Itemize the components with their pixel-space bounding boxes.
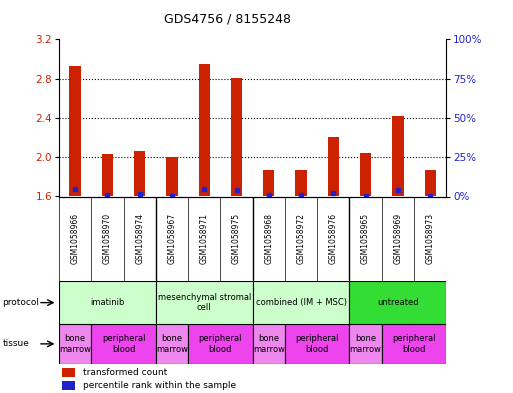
Text: peripheral
blood: peripheral blood [295, 334, 339, 354]
Text: GSM1058972: GSM1058972 [297, 213, 306, 264]
Text: GSM1058973: GSM1058973 [426, 213, 435, 264]
Bar [231, 77, 242, 196]
Bar [59, 281, 156, 324]
Bar [62, 368, 75, 377]
Text: peripheral
blood: peripheral blood [199, 334, 242, 354]
Text: transformed count: transformed count [84, 368, 168, 377]
Text: GSM1058971: GSM1058971 [200, 213, 209, 264]
Text: imatinib: imatinib [90, 298, 125, 307]
Text: bone
marrow: bone marrow [156, 334, 188, 354]
Bar [156, 324, 188, 364]
Bar [349, 281, 446, 324]
Bar [263, 170, 274, 196]
Bar [252, 324, 285, 364]
Text: percentile rank within the sample: percentile rank within the sample [84, 381, 236, 390]
Text: peripheral
blood: peripheral blood [102, 334, 145, 354]
Text: GSM1058967: GSM1058967 [167, 213, 176, 264]
Bar [392, 116, 404, 196]
Text: GSM1058970: GSM1058970 [103, 213, 112, 264]
Bar [69, 66, 81, 196]
Text: GSM1058976: GSM1058976 [329, 213, 338, 264]
Bar [91, 324, 156, 364]
Bar [328, 136, 339, 196]
Text: GSM1058968: GSM1058968 [264, 213, 273, 264]
Text: GDS4756 / 8155248: GDS4756 / 8155248 [164, 13, 290, 26]
Text: protocol: protocol [3, 298, 40, 307]
Bar [285, 324, 349, 364]
Bar [134, 151, 145, 196]
Bar [199, 64, 210, 196]
Text: bone
marrow: bone marrow [253, 334, 285, 354]
Text: GSM1058975: GSM1058975 [232, 213, 241, 264]
Bar [102, 154, 113, 196]
Bar [425, 170, 436, 196]
Text: GSM1058965: GSM1058965 [361, 213, 370, 264]
Bar [166, 157, 177, 196]
Bar [360, 153, 371, 196]
Text: GSM1058966: GSM1058966 [71, 213, 80, 264]
Bar [62, 381, 75, 390]
Text: tissue: tissue [3, 340, 29, 348]
Bar [295, 170, 307, 196]
Bar [349, 324, 382, 364]
Text: bone
marrow: bone marrow [350, 334, 382, 354]
Text: untreated: untreated [377, 298, 419, 307]
Text: GSM1058969: GSM1058969 [393, 213, 402, 264]
Text: mesenchymal stromal
cell: mesenchymal stromal cell [157, 293, 251, 312]
Bar [59, 324, 91, 364]
Text: combined (IM + MSC): combined (IM + MSC) [255, 298, 347, 307]
Bar [188, 324, 252, 364]
Text: bone
marrow: bone marrow [59, 334, 91, 354]
Text: GSM1058974: GSM1058974 [135, 213, 144, 264]
Bar [156, 281, 252, 324]
Bar [382, 324, 446, 364]
Bar [252, 281, 349, 324]
Text: peripheral
blood: peripheral blood [392, 334, 436, 354]
